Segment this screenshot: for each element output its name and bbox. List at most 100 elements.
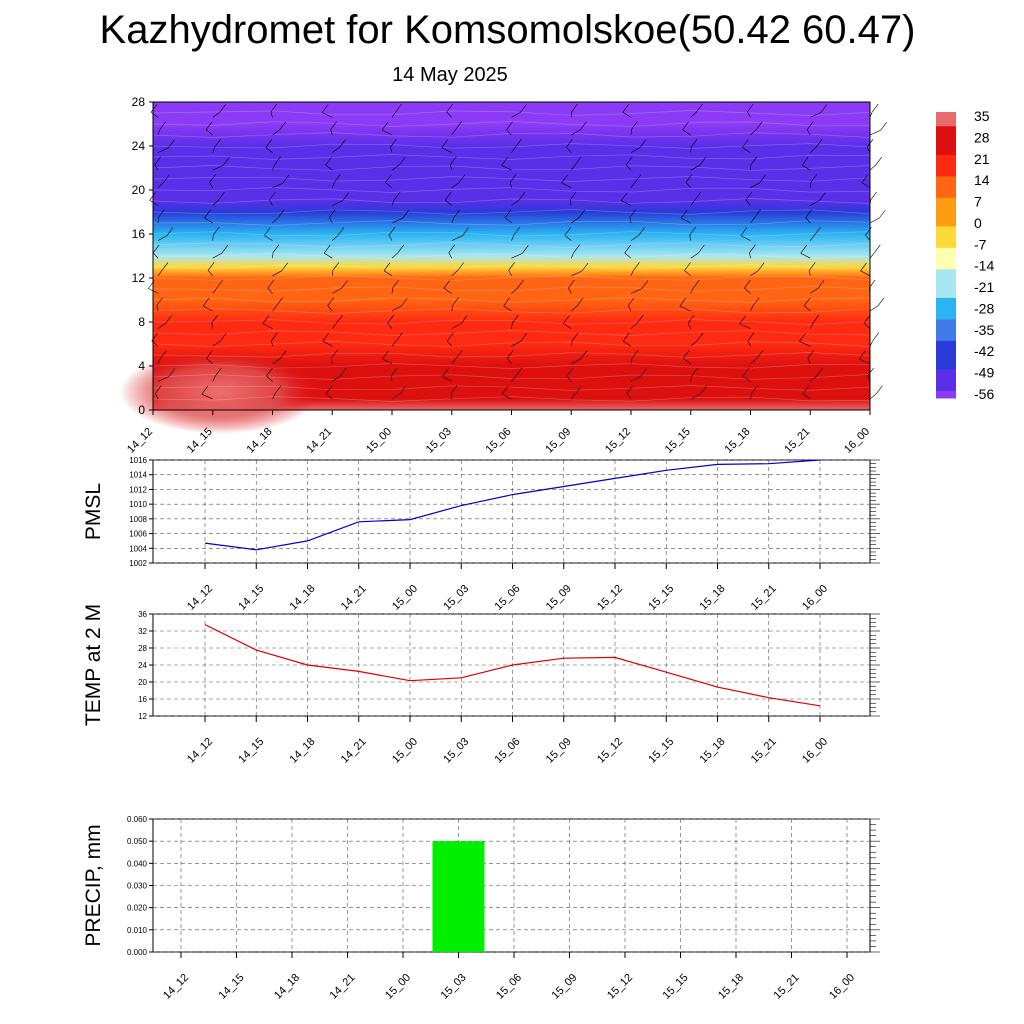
wind-barb bbox=[265, 147, 273, 153]
wind-barb-flag bbox=[563, 315, 570, 324]
wind-barb bbox=[385, 182, 393, 189]
wind-barb bbox=[750, 270, 759, 277]
wind-barb bbox=[266, 375, 273, 382]
wind-barb-flag bbox=[506, 121, 513, 130]
wind-barb bbox=[205, 129, 213, 136]
colorbar-segment bbox=[936, 204, 956, 213]
wind-barb-flag bbox=[220, 332, 227, 342]
wind-barb bbox=[450, 393, 453, 400]
wind-barb bbox=[157, 235, 168, 241]
colorbar-segment bbox=[936, 283, 956, 292]
wind-barb-flag bbox=[522, 245, 529, 254]
wind-barb bbox=[451, 182, 460, 189]
colorbar-segment bbox=[936, 297, 956, 306]
wind-barb bbox=[157, 182, 164, 189]
wind-barb bbox=[750, 305, 754, 312]
wind-barb-flag bbox=[573, 244, 580, 253]
pmsl-panel-x-tick-label: 15_06 bbox=[493, 583, 523, 613]
pmsl-panel-x-tick-label: 14_18 bbox=[288, 583, 318, 613]
wind-barb bbox=[272, 182, 284, 189]
wind-barb bbox=[212, 165, 224, 171]
wind-barb bbox=[749, 252, 751, 259]
temp-panel: 12 16 20 24 28 32 36 14_12 14_15 14_18 14_21 15_00 1… bbox=[82, 604, 880, 766]
wind-barb-flag bbox=[455, 350, 463, 359]
wind-barb bbox=[625, 164, 632, 171]
wind-barb bbox=[209, 182, 214, 188]
wind-barb-flag bbox=[272, 244, 280, 253]
precip-panel-y-tick-label: 0.020 bbox=[127, 904, 148, 913]
precip-panel-y-tick-label: 0.030 bbox=[127, 882, 148, 891]
heatmap-contour bbox=[152, 396, 871, 402]
heatmap-y-tick-label: 0 bbox=[138, 403, 145, 417]
wind-barb-flag bbox=[875, 156, 883, 166]
colorbar-segment bbox=[936, 333, 956, 342]
temp-panel-y-tick-label: 12 bbox=[138, 712, 147, 721]
wind-barb-flag bbox=[575, 385, 583, 394]
wind-barb-flag bbox=[221, 245, 229, 254]
wind-barb bbox=[272, 217, 279, 224]
wind-barb-flag bbox=[561, 174, 568, 184]
wind-barb-flag bbox=[872, 332, 880, 341]
wind-barb-flag bbox=[158, 209, 165, 218]
wind-barb-flag bbox=[640, 368, 647, 377]
pmsl-panel-y-tick-label: 1010 bbox=[129, 500, 147, 509]
wind-barb bbox=[571, 164, 576, 171]
wind-barb bbox=[511, 112, 521, 118]
wind-barb bbox=[863, 323, 871, 329]
pmsl-panel-y-tick-label: 1004 bbox=[129, 544, 147, 553]
wind-barb-flag bbox=[574, 156, 582, 165]
temp-panel-y-tick-label: 32 bbox=[138, 627, 147, 636]
precip-panel-x-tick-label: 14_15 bbox=[217, 972, 247, 1002]
wind-barb bbox=[690, 164, 700, 171]
wind-barb bbox=[869, 393, 877, 400]
colorbar-segment bbox=[936, 276, 956, 285]
wind-barb bbox=[212, 287, 218, 294]
wind-barb-flag bbox=[747, 332, 755, 341]
wind-barb bbox=[571, 305, 578, 312]
wind-barb-flag bbox=[623, 332, 630, 342]
colorbar-segment bbox=[936, 233, 956, 242]
wind-barb-flag bbox=[820, 104, 828, 113]
temp-panel-y-axis-label: TEMP at 2 M bbox=[82, 604, 105, 726]
wind-barb-flag bbox=[277, 209, 285, 218]
heatmap-y-tick-label: 8 bbox=[138, 315, 145, 329]
wind-barb-flag bbox=[634, 174, 642, 183]
colorbar-label: 21 bbox=[974, 151, 990, 167]
wind-barb bbox=[332, 323, 337, 329]
colorbar-segment bbox=[936, 376, 956, 385]
wind-barb bbox=[267, 287, 273, 294]
wind-barb bbox=[272, 270, 282, 277]
pmsl-panel-x-tick-label: 15_18 bbox=[698, 583, 728, 613]
wind-barb-flag bbox=[629, 209, 637, 218]
wind-barb bbox=[689, 235, 692, 241]
wind-barb bbox=[503, 305, 512, 312]
temp-panel-x-tick-label: 14_21 bbox=[339, 736, 369, 766]
wind-barb bbox=[157, 323, 166, 329]
wind-barb-flag bbox=[328, 209, 336, 218]
wind-barb bbox=[750, 393, 752, 400]
wind-barb-flag bbox=[520, 333, 528, 342]
wind-barb bbox=[630, 270, 634, 276]
wind-barb bbox=[810, 235, 815, 241]
wind-barb-flag bbox=[759, 174, 766, 183]
precip-panel-x-tick-label: 15_00 bbox=[383, 972, 413, 1002]
wind-barb-flag bbox=[462, 227, 469, 236]
heatmap-contour bbox=[152, 275, 871, 281]
wind-barb-flag bbox=[805, 209, 812, 218]
wind-barb-flag bbox=[867, 367, 874, 377]
wind-barb-flag bbox=[222, 157, 230, 166]
wind-barb-flag bbox=[755, 121, 763, 130]
wind-barb-flag bbox=[452, 297, 459, 306]
wind-barb-flag bbox=[641, 280, 649, 289]
wind-barb bbox=[383, 270, 393, 277]
wind-barb-flag bbox=[566, 139, 573, 148]
wind-barb-flag bbox=[392, 279, 399, 289]
chart-subtitle: 14 May 2025 bbox=[392, 64, 508, 86]
wind-barb bbox=[682, 358, 691, 365]
wind-barb-flag bbox=[402, 210, 409, 219]
wind-barb-flag bbox=[517, 279, 524, 289]
wind-barb-flag bbox=[453, 209, 461, 218]
wind-barb bbox=[810, 147, 817, 153]
wind-barb bbox=[155, 393, 159, 400]
colorbar-segment bbox=[936, 326, 956, 335]
